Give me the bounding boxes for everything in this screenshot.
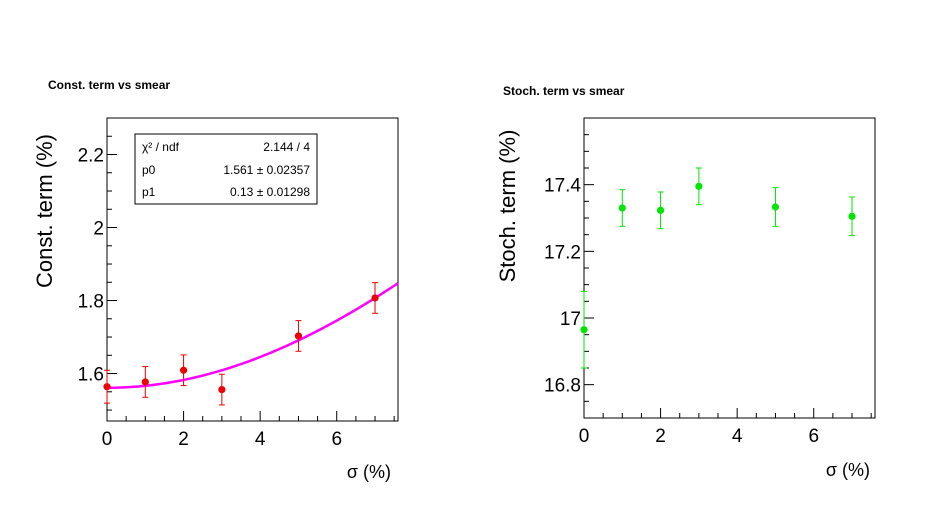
- stoch-term-x-tick-label: 4: [732, 426, 743, 447]
- stats-box-frame: [134, 133, 318, 205]
- const-term-panel: Const. term vs smear 0 2 4 6 1.6 1.8 2 2.2 χ² /…: [32, 78, 399, 482]
- const-term-x-tick-label: 2: [178, 429, 189, 450]
- const-term-ticks: 0 2 4 6 1.6 1.8 2 2.2: [78, 117, 395, 450]
- const-term-x-tick-label: 4: [255, 429, 266, 450]
- stoch-term-y-tick-label: 17.4: [544, 176, 581, 197]
- const-term-title: Const. term vs smear: [48, 78, 170, 92]
- stoch-term-y-tick-label: 17: [560, 309, 581, 330]
- const-term-y-tick-label: 1.8: [78, 292, 104, 313]
- const-term-x-tick-label: 6: [331, 429, 342, 450]
- stoch-term-y-tick-label: 17.2: [544, 242, 581, 263]
- const-term-data-point: [103, 383, 111, 391]
- const-term-y-axis-label: Const. term (%): [32, 134, 57, 288]
- stoch-term-y-tick-label: 16.8: [544, 376, 581, 397]
- const-term-data-point: [218, 386, 226, 394]
- const-term-fit-curve: [106, 282, 399, 390]
- stats-p0-value: 1.561 ± 0.02357: [223, 163, 310, 177]
- const-term-x-axis-label: σ (%): [347, 462, 391, 482]
- stats-p0-label: p0: [142, 163, 156, 177]
- const-term-plot-frame: [106, 117, 399, 422]
- stats-chi2-value: 2.144 / 4: [263, 140, 310, 154]
- const-term-data-point: [371, 294, 379, 302]
- stoch-term-x-axis-label: σ (%): [826, 460, 870, 480]
- stoch-term-x-tick-label: 6: [808, 426, 819, 447]
- stoch-term-panel: Stoch. term vs smear 0 2 4 616.81717.217.4 …: [495, 84, 876, 480]
- stats-p1-value: 0.13 ± 0.01298: [230, 185, 310, 199]
- stoch-term-data-point: [771, 203, 780, 211]
- const-term-stats-box: χ² / ndf 2.144 / 4 p0 1.561 ± 0.02357 p1…: [134, 133, 318, 205]
- stats-p1-label: p1: [142, 185, 156, 199]
- stoch-term-data-point: [695, 182, 703, 190]
- stoch-term-data-point: [580, 326, 588, 334]
- const-term-data-point: [179, 366, 188, 374]
- const-term-x-tick-label: 0: [102, 429, 113, 450]
- stats-chi2-label: χ² / ndf: [142, 140, 180, 154]
- stoch-term-x-tick-label: 2: [655, 426, 666, 447]
- const-term-y-tick-label: 2.2: [78, 146, 104, 167]
- const-term-y-tick-label: 1.6: [78, 365, 104, 386]
- const-term-y-tick-label: 2: [93, 219, 104, 240]
- stoch-term-y-axis-label: Stoch. term (%): [495, 130, 520, 283]
- stoch-term-title: Stoch. term vs smear: [503, 84, 625, 98]
- const-term-data-point: [294, 332, 303, 340]
- stoch-term-x-tick-label: 0: [579, 426, 590, 447]
- const-term-fit: [106, 282, 399, 390]
- const-term-data-point: [141, 378, 149, 386]
- stoch-term-data-point: [848, 212, 856, 220]
- stoch-term-data-point: [618, 204, 626, 212]
- const-term-points: [103, 282, 379, 406]
- stoch-term-ticks: 0 2 4 6 16.8 17 17.2 17.4: [544, 117, 872, 447]
- stoch-term-data-point: [656, 206, 665, 214]
- stoch-term-points: [580, 167, 856, 369]
- stoch-term-plot-frame: [583, 117, 876, 419]
